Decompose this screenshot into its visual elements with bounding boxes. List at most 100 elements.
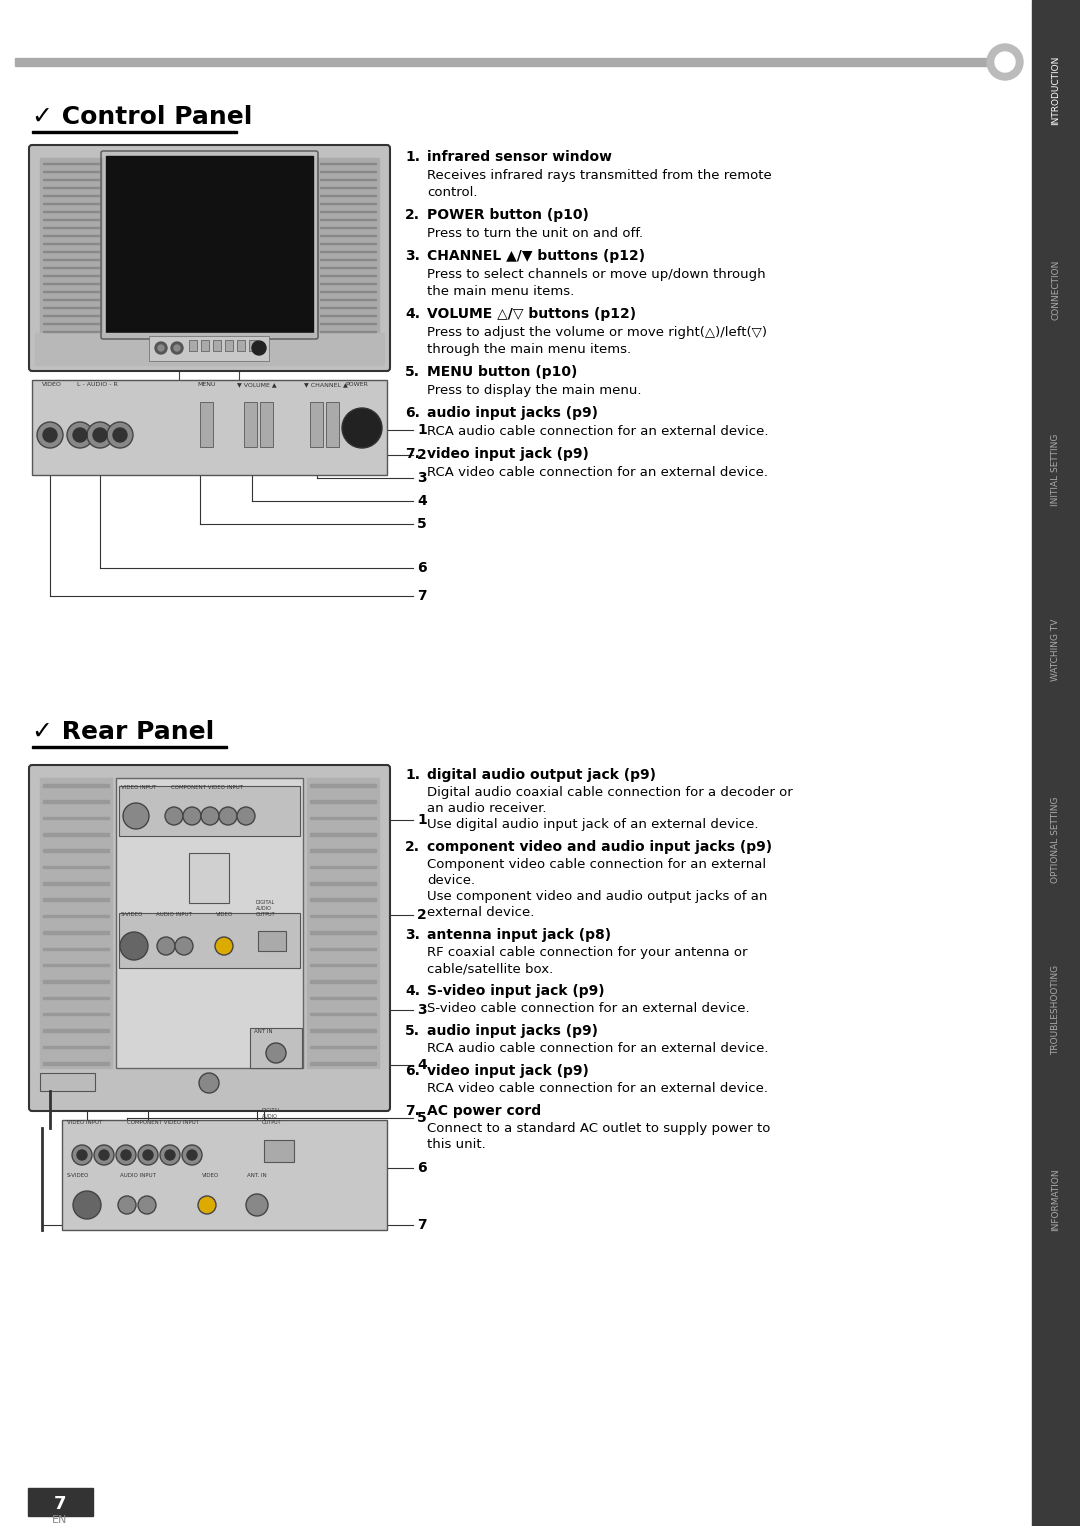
Text: AUDIO INPUT: AUDIO INPUT: [120, 1173, 156, 1178]
Bar: [310, 948, 376, 951]
Text: CONNECTION: CONNECTION: [1052, 259, 1061, 320]
Bar: [264, 1140, 294, 1161]
Bar: [43, 800, 109, 803]
Bar: [310, 1030, 376, 1032]
Text: 6: 6: [417, 562, 427, 575]
Circle shape: [107, 423, 133, 449]
Circle shape: [138, 1196, 156, 1215]
Text: video input jack (p9): video input jack (p9): [427, 1064, 589, 1077]
Text: device.: device.: [427, 874, 475, 887]
Bar: [1032, 0, 1080, 1526]
Text: cable/satellite box.: cable/satellite box.: [427, 961, 553, 975]
Text: component video and audio input jacks (p9): component video and audio input jacks (p…: [427, 839, 772, 855]
Text: VIDEO INPUT: VIDEO INPUT: [121, 784, 157, 790]
Bar: [43, 1045, 109, 1048]
Bar: [310, 980, 376, 983]
Bar: [43, 980, 109, 983]
Bar: [43, 948, 109, 951]
Text: 1: 1: [417, 813, 427, 827]
Circle shape: [987, 44, 1023, 79]
Text: EN: EN: [52, 1515, 68, 1524]
Text: Component video cable connection for an external: Component video cable connection for an …: [427, 858, 766, 871]
Bar: [43, 1030, 109, 1032]
Text: VIDEO: VIDEO: [216, 913, 233, 917]
Circle shape: [94, 1144, 114, 1164]
Bar: [43, 964, 109, 966]
Text: S-VIDEO: S-VIDEO: [67, 1173, 90, 1178]
Text: L - AUDIO - R: L - AUDIO - R: [77, 382, 118, 388]
Text: 7: 7: [54, 1495, 66, 1512]
Text: DIGITAL
AUDIO
OUTPUT: DIGITAL AUDIO OUTPUT: [262, 1108, 282, 1125]
Text: ✓ Rear Panel: ✓ Rear Panel: [32, 720, 214, 745]
Text: Press to adjust the volume or move right(△)/left(▽): Press to adjust the volume or move right…: [427, 327, 767, 339]
Circle shape: [215, 937, 233, 955]
Bar: [310, 865, 376, 868]
Circle shape: [116, 1144, 136, 1164]
Bar: [260, 401, 273, 447]
FancyBboxPatch shape: [29, 145, 390, 371]
Text: MENU: MENU: [197, 382, 216, 388]
Bar: [213, 340, 221, 351]
Text: Digital audio coaxial cable connection for a decoder or: Digital audio coaxial cable connection f…: [427, 786, 793, 800]
Text: video input jack (p9): video input jack (p9): [427, 447, 589, 461]
Bar: [307, 778, 379, 1068]
Circle shape: [73, 1190, 102, 1219]
Text: 3.: 3.: [405, 249, 420, 262]
Bar: [310, 833, 376, 836]
Text: this unit.: this unit.: [427, 1138, 486, 1151]
Bar: [201, 340, 210, 351]
Bar: [43, 882, 109, 885]
Circle shape: [67, 423, 93, 449]
Circle shape: [219, 807, 237, 826]
Text: audio input jacks (p9): audio input jacks (p9): [427, 406, 598, 420]
Text: 6: 6: [417, 1161, 427, 1175]
Bar: [119, 786, 300, 836]
Bar: [310, 882, 376, 885]
Bar: [310, 996, 376, 1000]
Circle shape: [118, 1196, 136, 1215]
Text: 2.: 2.: [405, 208, 420, 221]
Text: 5: 5: [417, 517, 427, 531]
Text: COMPONENT VIDEO INPUT: COMPONENT VIDEO INPUT: [127, 1120, 199, 1125]
Circle shape: [266, 1042, 286, 1064]
Text: ANT. IN: ANT. IN: [247, 1173, 267, 1178]
Circle shape: [183, 1144, 202, 1164]
Text: 1: 1: [417, 423, 427, 436]
Circle shape: [237, 807, 255, 826]
Circle shape: [995, 52, 1015, 72]
Bar: [225, 340, 233, 351]
Bar: [318, 159, 379, 336]
Bar: [310, 1013, 376, 1015]
Bar: [310, 899, 376, 900]
Bar: [310, 816, 376, 819]
Bar: [237, 340, 245, 351]
Text: S-video cable connection for an external device.: S-video cable connection for an external…: [427, 1003, 750, 1015]
Text: Press to display the main menu.: Press to display the main menu.: [427, 385, 642, 397]
Bar: [310, 401, 323, 447]
Circle shape: [157, 937, 175, 955]
Circle shape: [199, 1073, 219, 1093]
Text: RF coaxial cable connection for your antenna or: RF coaxial cable connection for your ant…: [427, 946, 747, 958]
Text: VIDEO: VIDEO: [42, 382, 62, 388]
Circle shape: [171, 342, 183, 354]
Text: AC power cord: AC power cord: [427, 1103, 541, 1119]
Bar: [43, 899, 109, 900]
Bar: [310, 1062, 376, 1065]
Text: Use component video and audio output jacks of an: Use component video and audio output jac…: [427, 890, 768, 903]
Bar: [40, 1073, 95, 1091]
Bar: [62, 1120, 387, 1230]
Circle shape: [158, 345, 164, 351]
Bar: [326, 401, 339, 447]
Text: Press to turn the unit on and off.: Press to turn the unit on and off.: [427, 227, 643, 240]
Text: INFORMATION: INFORMATION: [1052, 1169, 1061, 1231]
Bar: [32, 380, 387, 475]
Text: 4.: 4.: [405, 307, 420, 320]
Circle shape: [201, 807, 219, 826]
Bar: [32, 131, 237, 133]
Text: POWER: POWER: [345, 382, 368, 388]
Bar: [149, 336, 269, 362]
Circle shape: [156, 342, 167, 354]
Text: through the main menu items.: through the main menu items.: [427, 343, 631, 356]
Text: ▼ CHANNEL ▲: ▼ CHANNEL ▲: [303, 382, 348, 388]
Circle shape: [72, 1144, 92, 1164]
